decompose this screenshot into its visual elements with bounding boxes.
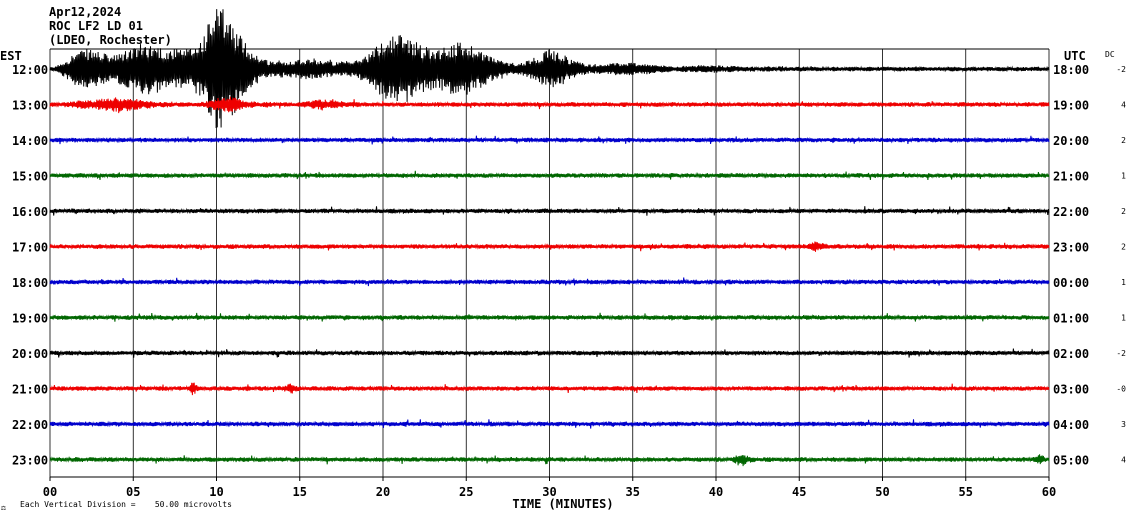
trace-1400-est (49, 135, 1050, 145)
est-time-label: 20:00 (12, 347, 48, 361)
chart-grid (49, 48, 1050, 481)
utc-time-label: 18:00 (1053, 63, 1089, 77)
utc-time-label: 02:00 (1053, 347, 1089, 361)
utc-time-label: 03:00 (1053, 383, 1089, 397)
trace-1900-est (49, 312, 1050, 322)
est-time-label: 17:00 (12, 241, 48, 255)
utc-time-label: 01:00 (1053, 312, 1089, 326)
est-time-label: 22:00 (12, 418, 48, 432)
trace-2100-est (49, 382, 1050, 396)
x-tick-label: 10 (209, 485, 223, 499)
trace-1300-est (49, 96, 1050, 114)
est-time-label: 15:00 (12, 170, 48, 184)
dc-offset-label: 2 (1121, 207, 1126, 216)
x-tick-label: 25 (459, 485, 473, 499)
utc-axis-label: UTC (1064, 49, 1086, 63)
est-time-label: 23:00 (12, 454, 48, 468)
est-time-label: 19:00 (12, 312, 48, 326)
header-network: (LDEO, Rochester) (49, 33, 172, 47)
x-tick-label: 00 (43, 485, 57, 499)
x-tick-label: 35 (626, 485, 640, 499)
est-time-label: 14:00 (12, 134, 48, 148)
trace-1700-est (49, 241, 1050, 252)
utc-time-label: 04:00 (1053, 418, 1089, 432)
x-tick-label: 55 (959, 485, 973, 499)
utc-time-label: 00:00 (1053, 276, 1089, 290)
utc-time-label: 20:00 (1053, 134, 1089, 148)
header-station: ROC LF2 LD 01 (49, 19, 143, 33)
dc-offset-label: 4 (1121, 456, 1126, 465)
utc-time-label: 22:00 (1053, 205, 1089, 219)
x-tick-label: 20 (376, 485, 390, 499)
header-date: Apr12,2024 (49, 5, 122, 19)
trace-1600-est (49, 206, 1050, 216)
est-time-label: 18:00 (12, 276, 48, 290)
trace-1500-est (49, 170, 1050, 181)
trace-2200-est (49, 419, 1050, 429)
trace-1200-est (49, 9, 1050, 129)
dc-offset-label: -2 (1116, 349, 1126, 358)
dc-offset-label: -2 (1116, 65, 1126, 74)
x-tick-label: 40 (709, 485, 723, 499)
x-tick-label: 05 (126, 485, 140, 499)
vertical-division-note: Each Vertical Division = 50.00 microvolt… (20, 500, 232, 509)
est-time-label: 16:00 (12, 205, 48, 219)
chart-labels: TIME (MINUTES) EST UTC DC 00 05 10 15 20 25 30… (0, 49, 1126, 511)
dc-offset-label: 1 (1121, 172, 1126, 181)
est-time-label: 21:00 (12, 383, 48, 397)
dc-offset-label: 1 (1121, 278, 1126, 287)
utc-time-label: 19:00 (1053, 99, 1089, 113)
utc-time-label: 21:00 (1053, 170, 1089, 184)
dc-offset-label: -0 (1116, 385, 1126, 394)
x-tick-label: 60 (1042, 485, 1056, 499)
utc-time-label: 05:00 (1053, 454, 1089, 468)
dc-offset-label: 2 (1121, 136, 1126, 145)
x-axis-label: TIME (MINUTES) (512, 497, 613, 511)
x-tick-label: 15 (293, 485, 307, 499)
trace-2300-est (49, 454, 1050, 467)
est-time-label: 13:00 (12, 99, 48, 113)
x-tick-label: 45 (792, 485, 806, 499)
seismic-traces (49, 9, 1050, 467)
dc-column-label: DC (1105, 50, 1115, 59)
trace-1800-est (49, 277, 1050, 287)
dc-offset-label: 1 (1121, 314, 1126, 323)
x-tick-label: 50 (875, 485, 889, 499)
dc-offset-label: 3 (1121, 420, 1126, 429)
dc-offset-label: 2 (1121, 243, 1126, 252)
scale-icon: ⚖ (1, 503, 6, 512)
est-axis-label: EST (0, 49, 22, 63)
est-time-label: 12:00 (12, 63, 48, 77)
dc-offset-label: 4 (1121, 101, 1126, 110)
x-tick-label: 30 (542, 485, 556, 499)
trace-2000-est (49, 348, 1050, 358)
utc-time-label: 23:00 (1053, 241, 1089, 255)
